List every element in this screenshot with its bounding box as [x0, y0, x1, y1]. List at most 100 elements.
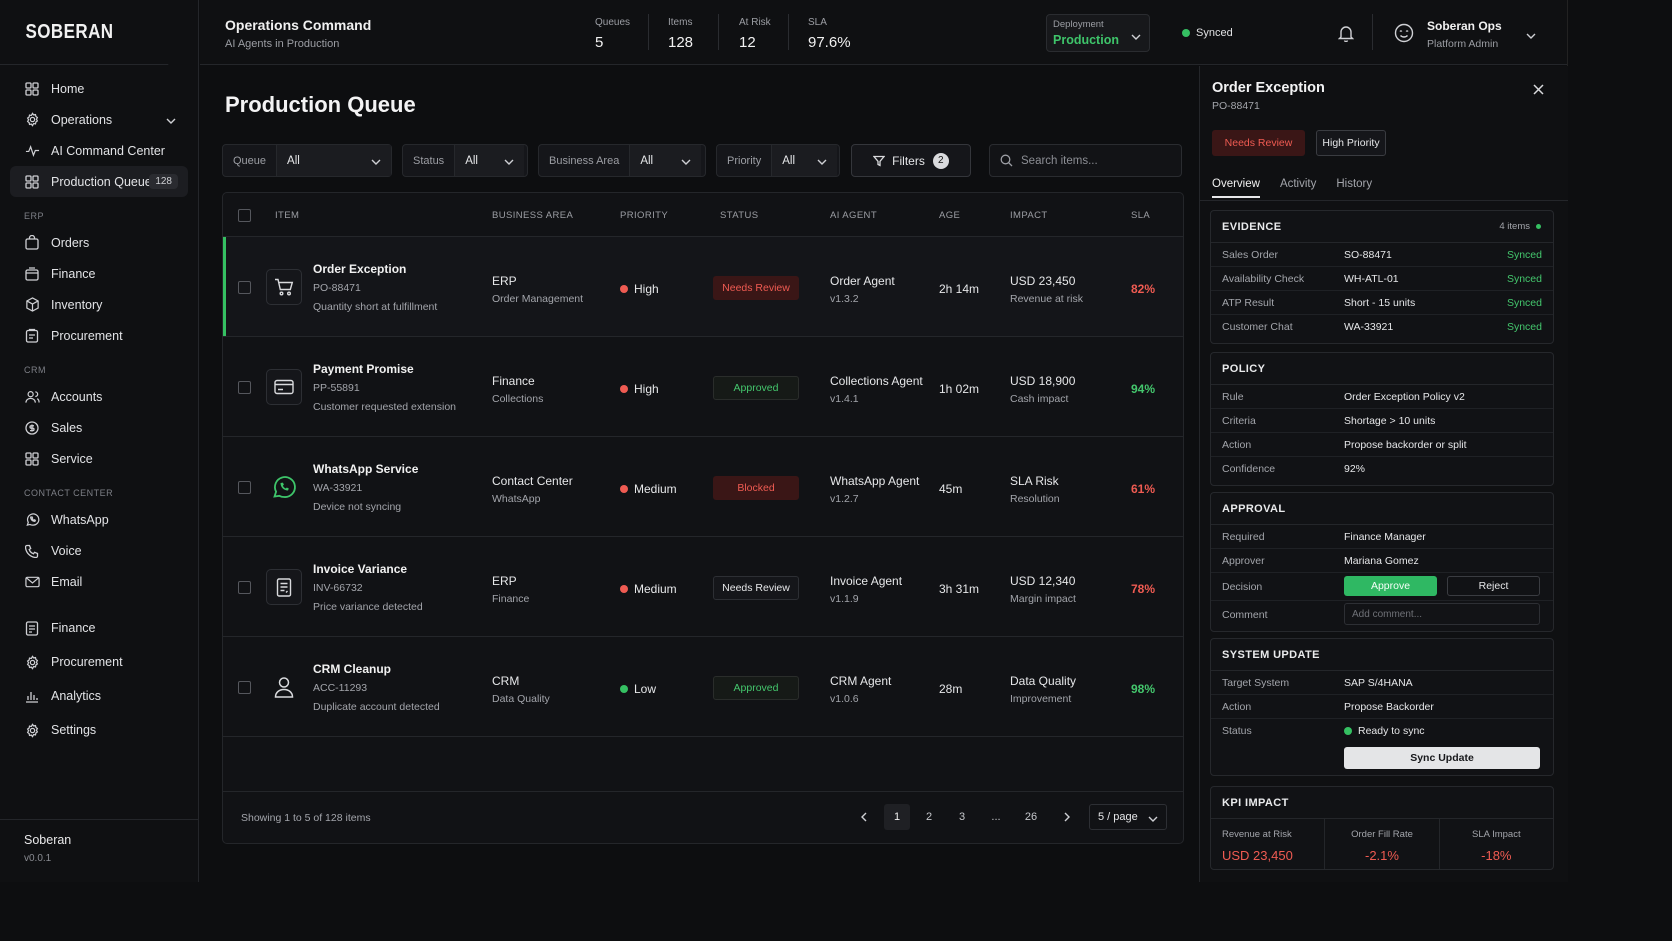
select-all-checkbox[interactable] — [238, 209, 251, 222]
tab-overview[interactable]: Overview — [1212, 178, 1260, 198]
sidebar-item-procurement-bottom[interactable]: Procurement — [10, 645, 188, 679]
chevron-down-icon — [1131, 29, 1141, 43]
sidebar-item-inventory[interactable]: Inventory — [10, 289, 188, 320]
user-name[interactable]: Soberan Ops — [1427, 19, 1502, 33]
sidebar-item-ai-command-center[interactable]: AI Command Center — [10, 135, 188, 166]
item-title[interactable]: Invoice Variance — [313, 562, 408, 576]
chevron-left-icon[interactable] — [851, 804, 877, 830]
page-size-select[interactable]: 5 / page — [1089, 804, 1167, 830]
filter-queue-select[interactable]: All — [276, 145, 391, 176]
close-icon[interactable] — [1533, 84, 1544, 98]
table-row[interactable]: WhatsApp Service WA-33921 Device not syn… — [223, 437, 1183, 537]
reject-button[interactable]: Reject — [1447, 576, 1540, 596]
row-checkbox[interactable] — [238, 581, 251, 594]
sidebar-item-production-queue[interactable]: Production Queue 128 — [10, 166, 188, 197]
sidebar-item-settings[interactable]: Settings — [10, 713, 188, 747]
column-header[interactable]: ITEM — [275, 210, 300, 221]
box-icon — [24, 297, 40, 313]
chevron-down-icon — [371, 156, 381, 168]
filter-business-area[interactable]: Business Area All — [538, 144, 706, 177]
table-row[interactable]: CRM Cleanup ACC-11293 Duplicate account … — [223, 637, 1183, 737]
chevron-down-icon[interactable] — [1526, 28, 1536, 42]
sidebar-item-orders[interactable]: Orders — [10, 227, 188, 258]
page-button[interactable]: 1 — [884, 804, 910, 830]
filters-button[interactable]: Filters 2 — [851, 144, 971, 177]
evidence-row[interactable]: Sales Order SO-88471 Synced — [1211, 243, 1553, 267]
page-button[interactable]: 3 — [958, 811, 966, 823]
column-header[interactable]: AGE — [939, 210, 961, 221]
impact: SLA Risk — [1010, 474, 1059, 488]
row-checkbox[interactable] — [238, 481, 251, 494]
sidebar-item-finance-bottom[interactable]: Finance — [10, 611, 188, 645]
gear-icon — [24, 654, 40, 670]
user-avatar-icon[interactable] — [1394, 23, 1414, 46]
sidebar-item-operations[interactable]: Operations — [10, 104, 188, 135]
sidebar-item-service[interactable]: Service — [10, 443, 188, 474]
column-header[interactable]: STATUS — [720, 210, 759, 221]
business-area: ERP — [492, 274, 517, 288]
tab-activity[interactable]: Activity — [1279, 178, 1317, 190]
search-box[interactable] — [989, 144, 1182, 177]
deployment-select[interactable]: Deployment Production — [1046, 14, 1150, 52]
item-age: 1h 02m — [939, 382, 980, 396]
column-header[interactable]: AI AGENT — [830, 210, 878, 221]
approval-row: Required Finance Manager — [1211, 525, 1553, 549]
column-header[interactable]: SLA — [1131, 210, 1151, 221]
filter-business-area-select[interactable]: All — [629, 145, 702, 176]
filter-status[interactable]: Status All — [402, 144, 528, 177]
evidence-row[interactable]: Availability Check WH-ATL-01 Synced — [1211, 267, 1553, 291]
evidence-row[interactable]: Customer Chat WA-33921 Synced — [1211, 315, 1553, 339]
item-title[interactable]: Payment Promise — [313, 362, 414, 376]
sidebar-item-home[interactable]: Home — [10, 73, 188, 104]
sidebar-item-label: Home — [51, 81, 85, 96]
item-title[interactable]: CRM Cleanup — [313, 662, 391, 676]
table-row[interactable]: Payment Promise PP-55891 Customer reques… — [223, 337, 1183, 437]
filter-priority[interactable]: Priority All — [716, 144, 840, 177]
column-header[interactable]: BUSINESS AREA — [492, 210, 574, 221]
brand-logo[interactable]: SOBERAN — [0, 0, 169, 65]
item-description: Quantity short at fulfillment — [313, 301, 438, 313]
priority: Low — [620, 682, 656, 696]
system-row: Target System SAP S/4HANA — [1211, 671, 1553, 695]
approve-button[interactable]: Approve — [1344, 576, 1437, 596]
item-age: 28m — [939, 682, 963, 696]
table-row[interactable]: Invoice Variance INV-66732 Price varianc… — [223, 537, 1183, 637]
chevron-right-icon[interactable] — [1054, 804, 1080, 830]
card-title: EVIDENCE — [1222, 220, 1282, 233]
page-button[interactable]: 26 — [1024, 811, 1038, 823]
sidebar-item-analytics[interactable]: Analytics — [10, 679, 188, 713]
row-checkbox[interactable] — [238, 281, 251, 294]
sync-update-button[interactable]: Sync Update — [1344, 747, 1540, 769]
item-title[interactable]: Order Exception — [313, 262, 407, 276]
sidebar-item-procurement[interactable]: Procurement — [10, 320, 188, 351]
tab-history[interactable]: History — [1336, 178, 1373, 190]
grid-icon — [24, 174, 40, 190]
row-checkbox[interactable] — [238, 681, 251, 694]
filter-queue[interactable]: Queue All — [222, 144, 392, 177]
comment-input[interactable] — [1344, 603, 1540, 625]
ai-agent-version: v1.3.2 — [830, 293, 859, 305]
sidebar-item-accounts[interactable]: Accounts — [10, 381, 188, 412]
item-title[interactable]: WhatsApp Service — [313, 462, 419, 476]
bell-icon[interactable] — [1337, 24, 1355, 45]
evidence-card: EVIDENCE 4 items Sales Order SO-88471 Sync… — [1210, 210, 1554, 344]
sidebar-item-whatsapp[interactable]: WhatsApp — [10, 504, 188, 535]
row-checkbox[interactable] — [238, 381, 251, 394]
sidebar-item-finance[interactable]: Finance — [10, 258, 188, 289]
column-header[interactable]: PRIORITY — [620, 210, 669, 221]
column-header[interactable]: IMPACT — [1010, 210, 1048, 221]
sidebar-item-email[interactable]: Email — [10, 566, 188, 597]
evidence-row[interactable]: ATP Result Short - 15 units Synced — [1211, 291, 1553, 315]
chevron-down-icon — [817, 156, 827, 168]
filter-label: Status — [413, 154, 445, 167]
sidebar-item-voice[interactable]: Voice — [10, 535, 188, 566]
filter-status-select[interactable]: All — [454, 145, 525, 176]
policy-row: Criteria Shortage > 10 units — [1211, 409, 1553, 433]
stat-value: 12 — [739, 34, 756, 51]
impact-sub: Improvement — [1010, 693, 1072, 705]
filter-priority-select[interactable]: All — [771, 145, 838, 176]
search-input[interactable] — [1021, 154, 1171, 167]
page-button[interactable]: 2 — [925, 811, 933, 823]
table-row[interactable]: Order Exception PO-88471 Quantity short … — [223, 237, 1183, 337]
sidebar-item-sales[interactable]: Sales — [10, 412, 188, 443]
